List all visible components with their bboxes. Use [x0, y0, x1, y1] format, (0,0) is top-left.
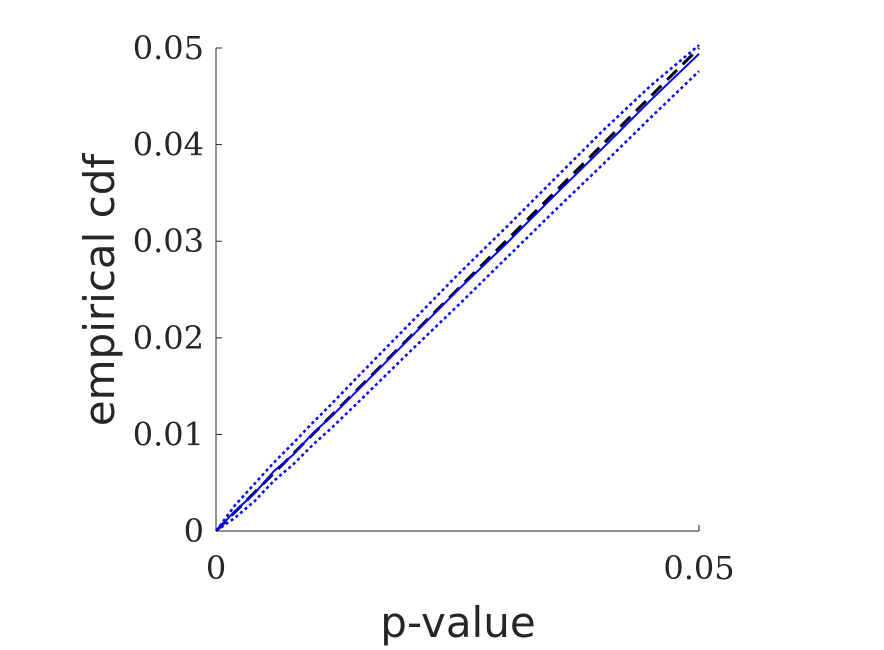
x-tick-label: 0	[206, 549, 226, 587]
y-tick-label: 0	[184, 512, 204, 550]
x-tick-label: 0.05	[663, 549, 734, 587]
y-tick-label: 0.05	[133, 29, 204, 67]
x-ticks: 0 0.05	[206, 525, 735, 587]
series-line-solid-1	[215, 53, 700, 532]
series-line-dotted-3	[215, 70, 700, 533]
x-axis-label: p-value	[380, 598, 535, 647]
y-tick-label: 0.01	[133, 415, 204, 453]
y-tick-label: 0.03	[133, 222, 204, 260]
series-layer	[214, 44, 701, 533]
y-ticks: 0 0.01 0.02 0.03 0.04 0.05	[133, 29, 222, 550]
y-axis-label: empirical cdf	[75, 153, 124, 427]
y-tick-label: 0.04	[133, 126, 204, 164]
y-tick-label: 0.02	[133, 319, 204, 357]
